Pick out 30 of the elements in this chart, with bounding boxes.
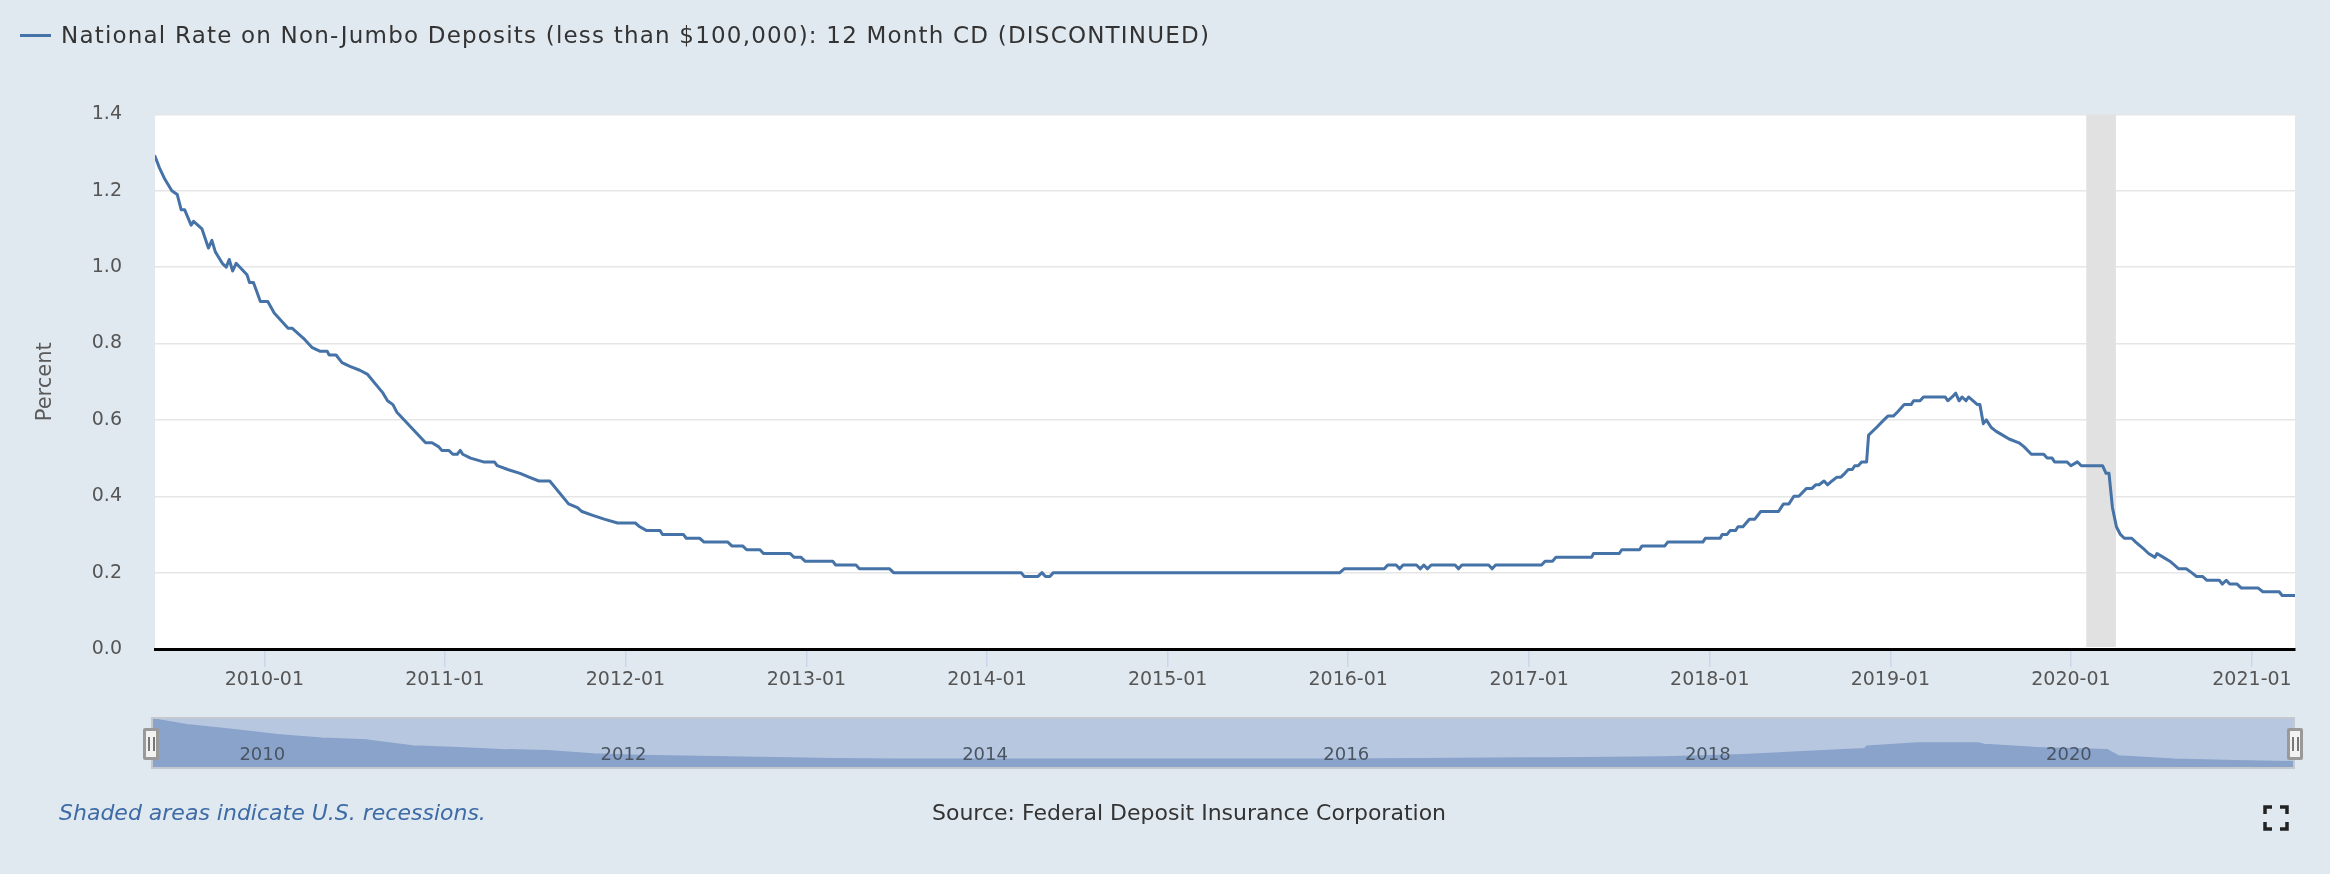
x-tick-label: 2012 [600, 742, 647, 764]
x-tick-label: 2010 [239, 742, 286, 764]
x-tick-label: 2019-01 [1850, 667, 1931, 690]
x-tick-label: 2020-01 [2031, 667, 2111, 690]
x-tick-label: 2013-01 [766, 667, 847, 690]
legend-label: National Rate on Non-Jumbo Deposits (less than $100,000): 12 Month CD (DISCONTINUED) [61, 22, 1211, 48]
x-tick-label: 2015-01 [1127, 667, 1208, 690]
x-tick-label: 2021-01 [2212, 667, 2292, 690]
y-tick-label: 1.2 [91, 177, 122, 200]
x-tick-label: 2014-01 [947, 667, 1027, 690]
source-note: Source: Federal Deposit Insurance Corporation [931, 800, 1447, 825]
x-tick-label: 2016 [1323, 742, 1370, 764]
x-tick-label: 2018-01 [1670, 667, 1750, 690]
x-tick-label: 2018 [1684, 742, 1731, 764]
x-tick-label: 2016-01 [1308, 667, 1388, 690]
y-tick-label: 0.6 [91, 406, 122, 429]
x-tick-label: 2011-01 [405, 667, 485, 690]
y-tick-label: 0.4 [91, 483, 122, 506]
x-tick-label: 2017-01 [1489, 667, 1569, 690]
x-tick-label: 2020 [2046, 742, 2092, 764]
text: Shaded areas indicate U.S. recessions. [59, 800, 486, 825]
y-tick-label: 1.0 [91, 254, 122, 277]
x-tick-label: 2012-01 [585, 667, 666, 690]
x-tick-label: 2010-01 [224, 667, 305, 690]
y-axis-title: Percent [32, 342, 57, 422]
x-tick-label: 2014 [962, 742, 1008, 764]
y-tick-label: 1.4 [91, 101, 122, 124]
y-tick-label: 0.2 [91, 559, 122, 582]
y-tick-label: 0.8 [91, 330, 122, 353]
y-tick-label: 0.0 [91, 635, 122, 658]
